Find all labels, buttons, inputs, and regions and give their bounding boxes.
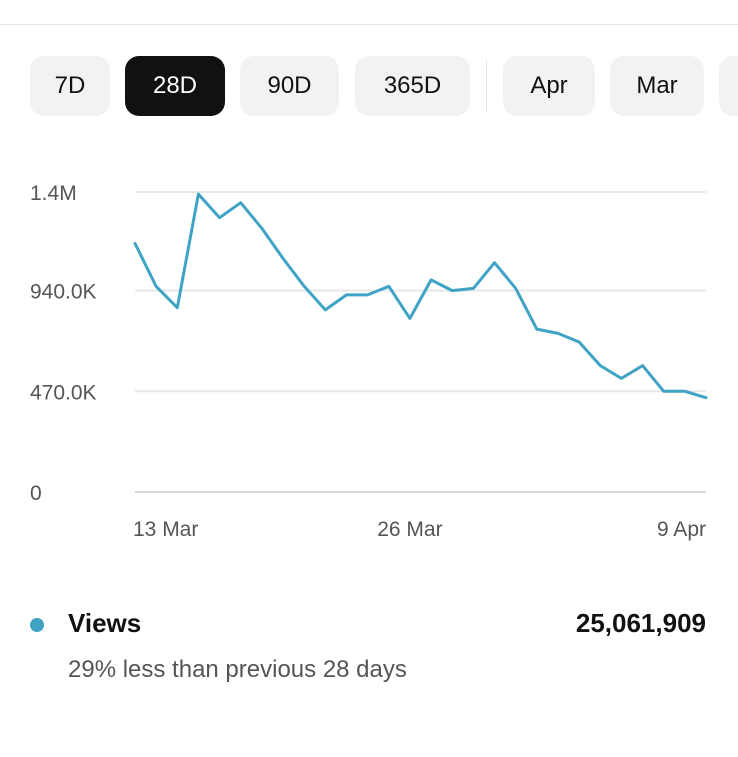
- filter-chip-90d[interactable]: 90D: [240, 56, 339, 116]
- chart-gridlines: [135, 191, 706, 493]
- filter-chip-mar[interactable]: Mar: [610, 56, 704, 116]
- y-tick-label: 470.0K: [30, 381, 97, 404]
- views-comparison-text: 29% less than previous 28 days: [68, 656, 407, 683]
- legend-series-name: Views: [68, 608, 142, 638]
- y-tick-label: 0: [30, 482, 42, 505]
- y-tick-label: 940.0K: [30, 281, 97, 304]
- filter-separator: [486, 60, 487, 112]
- date-range-filters: 7D 28D 90D 365D Apr Mar: [30, 56, 738, 116]
- y-tick-label: 1.4M: [30, 182, 77, 205]
- views-total: 25,061,909: [575, 608, 706, 638]
- filter-chip-apr[interactable]: Apr: [503, 56, 595, 116]
- chart-x-axis: 13 Mar 26 Mar 9 Apr: [133, 518, 706, 541]
- filter-chip-more[interactable]: [719, 56, 738, 116]
- x-tick-label: 9 Apr: [657, 518, 706, 541]
- views-line-chart: 0 470.0K 940.0K 1.4M 13 Mar 26 Mar 9 Apr: [30, 182, 708, 541]
- x-tick-label: 26 Mar: [377, 518, 442, 541]
- filter-chip-365d[interactable]: 365D: [355, 56, 470, 116]
- chart-series: [133, 192, 708, 400]
- filter-chip-28d[interactable]: 28D: [125, 56, 225, 116]
- x-tick-label: 13 Mar: [133, 518, 198, 541]
- chart-legend: Views 25,061,909: [30, 606, 706, 646]
- legend-dot-views: [30, 618, 44, 632]
- filter-chip-7d[interactable]: 7D: [30, 56, 110, 116]
- chart-y-axis: 0 470.0K 940.0K 1.4M: [30, 182, 97, 505]
- series-line-views: [133, 192, 708, 400]
- top-divider: [0, 24, 738, 25]
